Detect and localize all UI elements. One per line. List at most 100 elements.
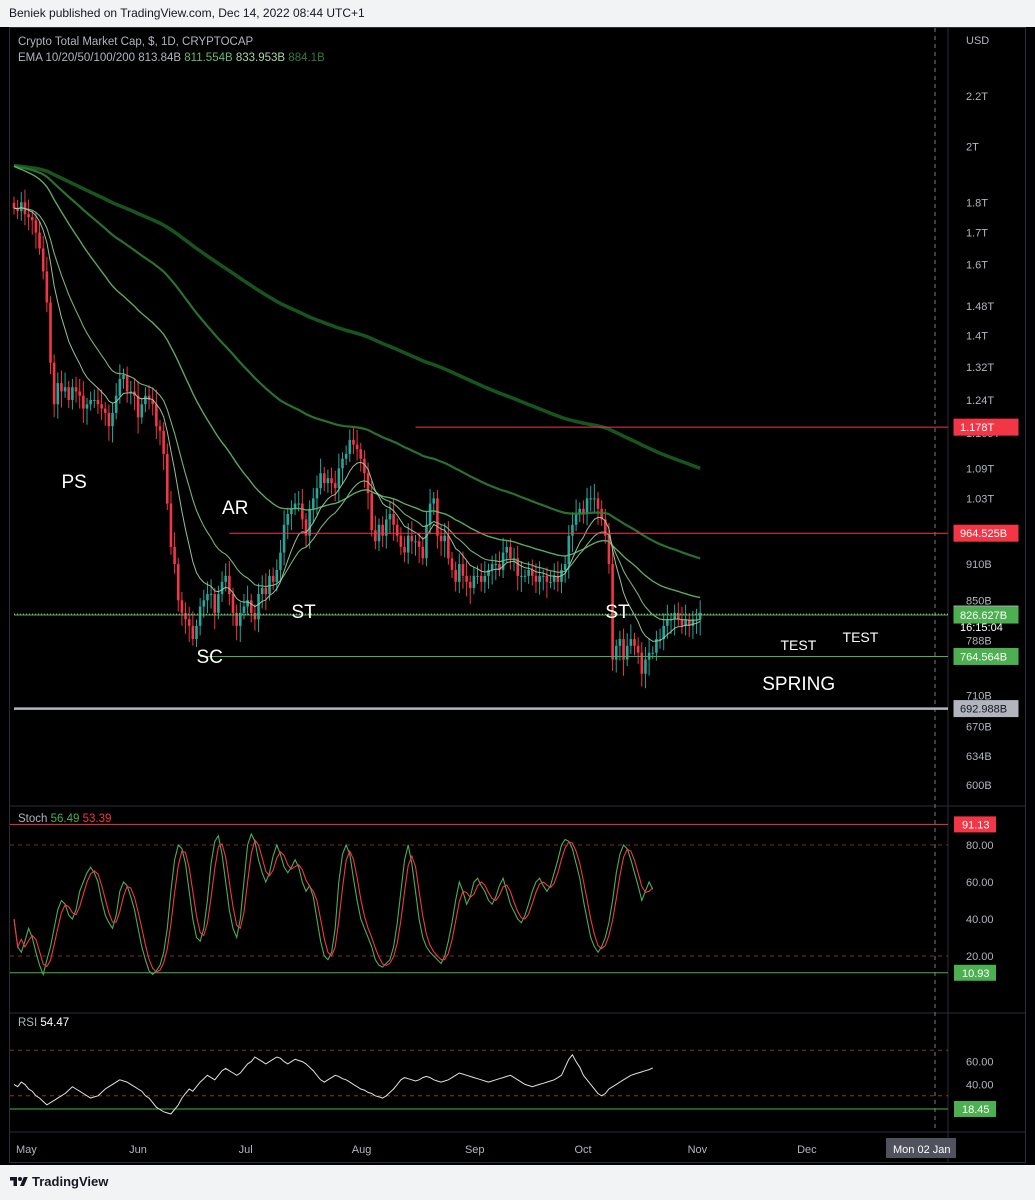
rsi-legend: RSI 54.47 bbox=[18, 1017, 69, 1029]
price-tick-label: 670B bbox=[966, 721, 992, 733]
candle-body bbox=[687, 619, 691, 626]
candle-body bbox=[195, 625, 198, 640]
candle-body bbox=[344, 453, 348, 459]
stoch-level-tag bbox=[954, 816, 996, 833]
candle-body bbox=[381, 524, 384, 536]
stoch-tick-label: 20.00 bbox=[966, 951, 994, 963]
rsi-tick-label: 40.00 bbox=[966, 1079, 994, 1091]
candle-body bbox=[220, 581, 224, 595]
candle-body bbox=[593, 498, 596, 500]
candle-body bbox=[118, 378, 122, 396]
candle-body bbox=[516, 558, 519, 576]
stoch-tick-label: 80.00 bbox=[966, 840, 994, 852]
price-tick-label: 1.32T bbox=[966, 362, 994, 374]
wyckoff-annotation: TEST bbox=[781, 637, 817, 653]
wyckoff-annotation: AR bbox=[222, 498, 248, 519]
candle-body bbox=[611, 564, 614, 660]
ema-50-line bbox=[13, 165, 701, 599]
candle-body bbox=[651, 652, 655, 654]
candle-body bbox=[359, 449, 363, 459]
candle-body bbox=[677, 612, 680, 620]
price-tick-label: 788B bbox=[966, 635, 992, 647]
candle-body bbox=[239, 612, 242, 626]
candle-body bbox=[20, 202, 23, 212]
candle-body bbox=[476, 575, 479, 577]
candle-body bbox=[206, 594, 209, 601]
price-tag-bg bbox=[953, 700, 1019, 718]
candle-body bbox=[541, 575, 545, 577]
wyckoff-annotation: PS bbox=[61, 472, 86, 493]
brand-bar: TradingView bbox=[0, 1165, 1035, 1200]
candle-body bbox=[89, 399, 92, 405]
candle-body bbox=[523, 575, 527, 577]
candle-body bbox=[363, 458, 366, 474]
candle-body bbox=[12, 202, 16, 209]
candle-body bbox=[680, 619, 684, 626]
candle-body bbox=[249, 600, 253, 613]
ema-20-line bbox=[13, 207, 701, 621]
publisher-text: Beniek published on TradingView.com, Dec… bbox=[9, 6, 365, 20]
tradingview-logo-icon bbox=[10, 1177, 28, 1186]
candle-body bbox=[27, 214, 30, 218]
candle-body bbox=[366, 473, 370, 494]
candle-body bbox=[228, 575, 231, 595]
chart-canvas[interactable]: 2.2T 2T 1.8T 1.7T 1.6T 1.48T 1.4T 1.32T 1.24T 1.1… bbox=[10, 28, 1025, 1162]
candle-body bbox=[191, 625, 195, 640]
time-tick-label: Aug bbox=[352, 1144, 372, 1156]
candle-body bbox=[333, 483, 337, 489]
candle-body bbox=[498, 564, 501, 570]
price-tag-bg bbox=[953, 606, 1019, 624]
candle-body bbox=[162, 430, 165, 454]
candle-body bbox=[490, 564, 494, 570]
candle-body bbox=[202, 600, 206, 607]
candle-body bbox=[698, 612, 702, 620]
candle-body bbox=[447, 535, 450, 559]
candle-body bbox=[428, 503, 432, 525]
brand-name: TradingView bbox=[32, 1174, 109, 1189]
ema-100-line bbox=[13, 164, 701, 560]
candle-body bbox=[125, 374, 129, 392]
candle-body bbox=[308, 508, 311, 536]
candle-body bbox=[392, 514, 395, 525]
candle-body bbox=[450, 558, 454, 570]
time-cursor-tag bbox=[886, 1138, 956, 1158]
price-tick-label: 600B bbox=[966, 780, 992, 792]
candle-body bbox=[406, 535, 410, 553]
candle-body bbox=[312, 498, 315, 509]
candle-body bbox=[257, 594, 260, 620]
candle-body bbox=[122, 374, 125, 379]
price-tick-label: 710B bbox=[966, 691, 992, 703]
price-tag-label: 764.564B bbox=[960, 651, 1007, 663]
candle-body bbox=[399, 535, 403, 547]
candle-body bbox=[625, 645, 629, 660]
candle-body bbox=[607, 535, 611, 565]
candle-body bbox=[658, 639, 662, 641]
candle-body bbox=[636, 645, 640, 653]
candle-body bbox=[184, 612, 187, 620]
candle-body bbox=[629, 639, 633, 646]
candle-body bbox=[465, 575, 468, 582]
wyckoff-annotation: SC bbox=[197, 647, 223, 668]
candle-body bbox=[410, 535, 414, 542]
candle-body bbox=[527, 569, 530, 576]
candle-body bbox=[45, 271, 49, 303]
candle-body bbox=[166, 453, 169, 504]
candle-body bbox=[432, 498, 436, 504]
price-tag-bg bbox=[953, 524, 1019, 542]
candle-body bbox=[600, 508, 603, 520]
candle-body bbox=[552, 575, 556, 582]
candle-body bbox=[231, 594, 235, 613]
candle-body bbox=[483, 575, 487, 582]
candle-body bbox=[468, 581, 472, 588]
candle-body bbox=[103, 408, 107, 413]
chart-title: Crypto Total Market Cap, $, 1D, CRYPTOCA… bbox=[18, 36, 254, 48]
candle-body bbox=[374, 530, 377, 542]
candle-body bbox=[78, 391, 81, 396]
candle-body bbox=[538, 575, 541, 582]
price-tag: 826.627B bbox=[953, 606, 1019, 624]
candle-body bbox=[140, 404, 144, 418]
candle-body bbox=[421, 546, 425, 559]
candle-body bbox=[275, 569, 279, 582]
candle-body bbox=[74, 387, 78, 392]
candle-body bbox=[395, 524, 399, 536]
